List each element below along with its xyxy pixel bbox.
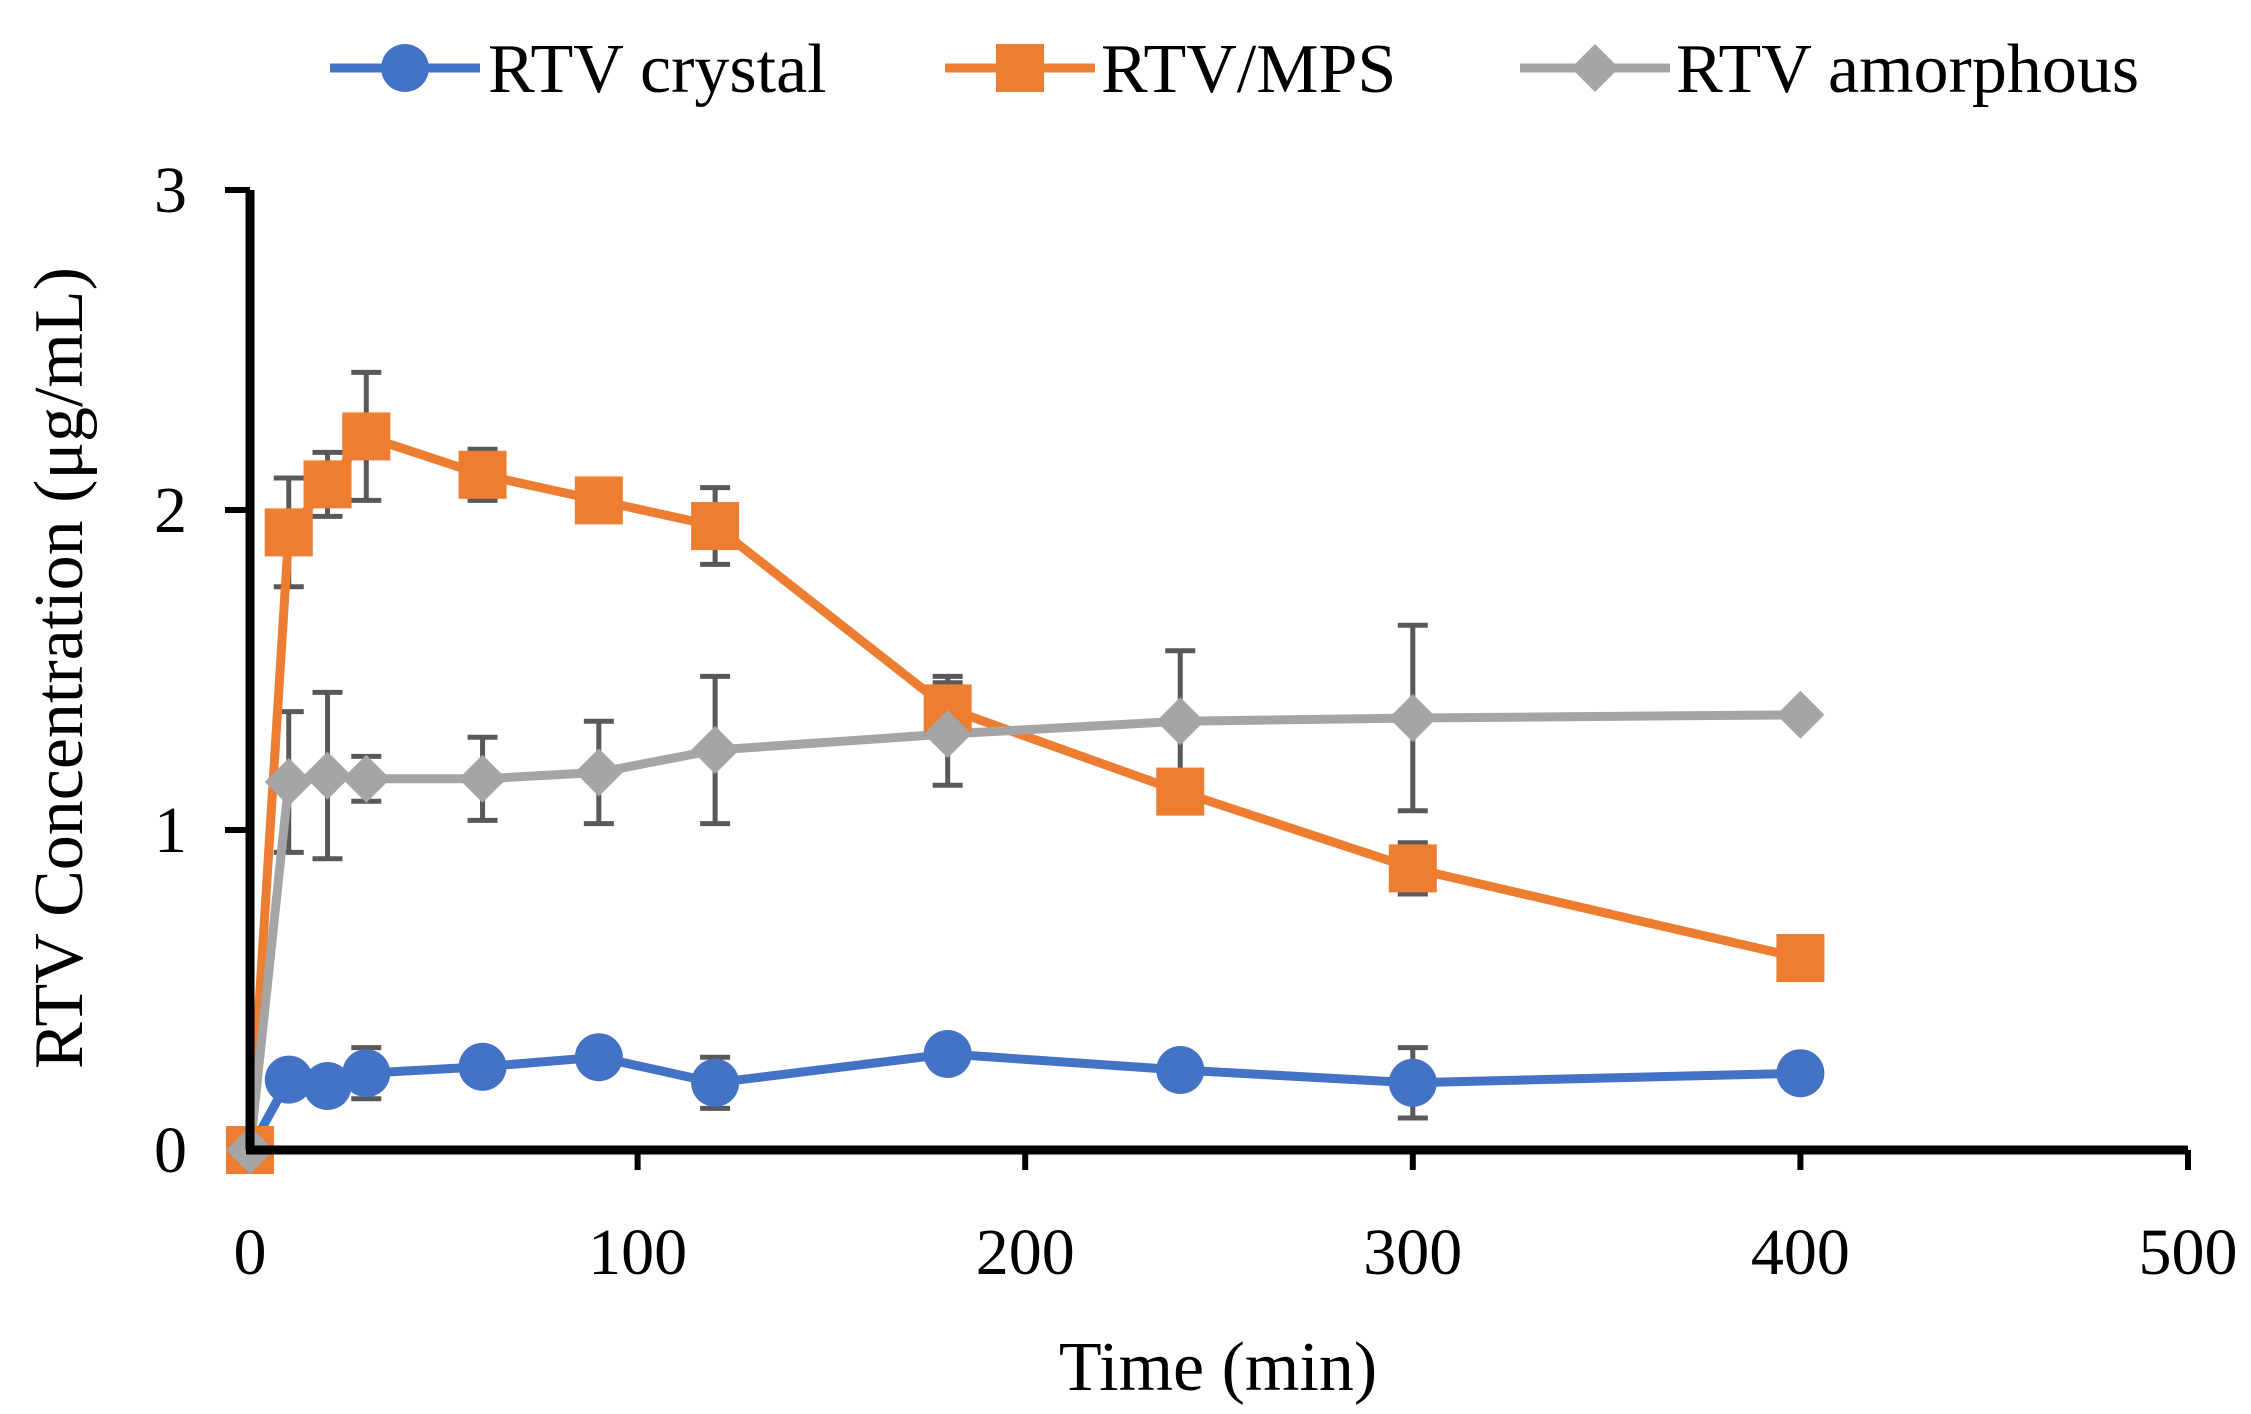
rtv-amorphous-data-point	[574, 748, 623, 797]
legend-circle-marker	[381, 44, 429, 92]
rtv-mps-data-point	[1388, 844, 1437, 893]
y-tick-label: 3	[154, 154, 187, 227]
legend-item-rtv-amorphous: RTV amorphous	[1520, 31, 2139, 108]
rtv-amorphous-data-point	[923, 710, 972, 758]
rtv-crystal-data-point	[574, 1033, 623, 1082]
legend-diamond-marker	[1571, 44, 1619, 92]
rtv-crystal-data-point	[691, 1058, 740, 1107]
rtv-crystal-data-point	[303, 1062, 352, 1110]
rtv-amorphous-data-point	[303, 751, 352, 800]
rtv-amorphous-data-point	[458, 754, 507, 803]
rtv-amorphous-data-point	[1776, 690, 1825, 739]
rtv-crystal-data-point	[264, 1055, 313, 1104]
x-tick-label: 300	[1363, 1216, 1462, 1289]
legend-square-marker	[996, 44, 1044, 92]
rtv-amorphous-data-point	[342, 754, 391, 803]
y-tick-label: 1	[154, 794, 187, 867]
rtv-mps-data-point	[1776, 934, 1825, 982]
tick-labels: 0 100 200 300 400 500 0 1 2 3	[154, 154, 2238, 1289]
legend: RTV crystal RTV/MPS RTV amorphous	[330, 31, 2139, 108]
x-tick-label: 100	[588, 1216, 687, 1289]
axis-ticks	[225, 187, 2191, 1170]
error-bars	[273, 369, 1428, 1121]
legend-item-rtv-mps: RTV/MPS	[945, 31, 1396, 108]
x-axis-title: Time (min)	[1059, 1329, 1377, 1406]
rtv-crystal-data-point	[458, 1042, 507, 1091]
rtv-crystal-data-point	[923, 1030, 972, 1078]
legend-item-rtv-crystal: RTV crystal	[330, 31, 827, 108]
rtv-mps-data-point	[1156, 767, 1205, 816]
y-tick-label: 2	[154, 474, 187, 547]
rtv-mps-data-point	[458, 450, 507, 499]
rtv-amorphous-data-point	[264, 758, 313, 806]
rtv-mps-data-point	[303, 460, 352, 509]
axes	[245, 190, 2188, 1155]
legend-label: RTV crystal	[488, 31, 827, 108]
rtv-amorphous-data-point	[1388, 694, 1437, 742]
rtv-amorphous-data-point	[691, 726, 740, 774]
rtv-mps-data-point	[691, 502, 740, 550]
rtv-crystal-data-point	[1776, 1049, 1825, 1098]
x-tick-label: 200	[976, 1216, 1075, 1289]
rtv-crystal-data-point	[342, 1049, 391, 1098]
y-tick-label: 0	[154, 1114, 187, 1187]
rtv-crystal-data-point	[1156, 1046, 1205, 1094]
series-markers	[226, 412, 1825, 1174]
rtv-mps-data-point	[574, 476, 623, 525]
x-tick-label: 0	[234, 1216, 267, 1289]
legend-label: RTV amorphous	[1676, 31, 2139, 108]
y-axis-title: RTV Concentration (μg/mL)	[21, 267, 98, 1069]
rtv-crystal-data-point	[1388, 1058, 1437, 1107]
x-tick-label: 400	[1751, 1216, 1850, 1289]
rtv-mps-data-point	[342, 412, 391, 461]
x-tick-label: 500	[2139, 1216, 2238, 1289]
legend-label: RTV/MPS	[1101, 31, 1396, 108]
rtv-amorphous-data-point	[1156, 697, 1205, 746]
rtv-mps-data-point	[264, 508, 313, 557]
